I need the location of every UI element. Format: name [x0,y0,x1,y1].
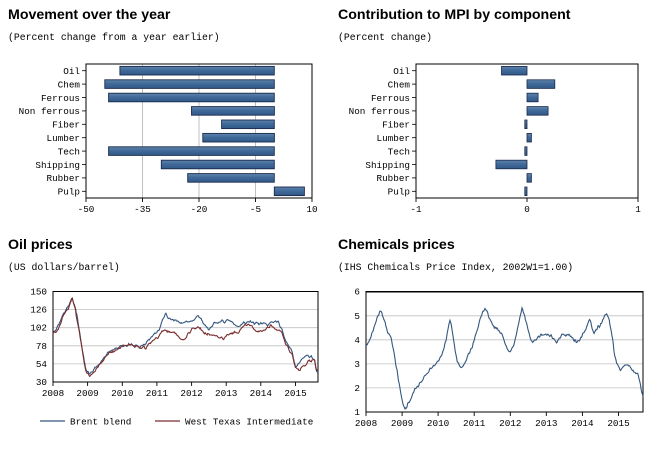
svg-text:2008: 2008 [355,418,377,429]
svg-text:-1: -1 [410,204,422,215]
svg-text:Pulp: Pulp [58,187,80,198]
svg-text:10: 10 [306,204,317,215]
svg-text:Brent blend: Brent blend [70,416,131,427]
svg-text:2014: 2014 [250,388,273,399]
svg-text:2011: 2011 [146,388,169,399]
svg-text:Shipping: Shipping [365,160,410,171]
svg-text:2012: 2012 [180,388,202,399]
svg-text:1: 1 [635,204,641,215]
svg-text:30: 30 [36,377,47,388]
svg-text:2010: 2010 [111,388,133,399]
svg-text:Non ferrous: Non ferrous [19,106,80,117]
svg-text:2015: 2015 [284,388,306,399]
svg-text:2013: 2013 [215,388,237,399]
svg-text:2012: 2012 [499,418,521,429]
svg-text:-20: -20 [191,204,208,215]
svg-text:Fiber: Fiber [382,120,410,131]
svg-text:2008: 2008 [42,388,64,399]
svg-text:2011: 2011 [463,418,486,429]
svg-text:Rubber: Rubber [377,173,410,184]
svg-text:5: 5 [354,311,360,322]
svg-text:Non ferrous: Non ferrous [349,106,410,117]
svg-text:Ferrous: Ferrous [371,93,410,104]
svg-text:Chem: Chem [388,79,411,90]
svg-text:Oil: Oil [63,66,80,77]
svg-text:-35: -35 [134,204,151,215]
svg-text:Tech: Tech [58,146,80,157]
svg-text:6: 6 [354,287,360,298]
svg-text:Lumber: Lumber [377,133,410,144]
svg-text:102: 102 [30,323,47,334]
svg-text:78: 78 [36,341,47,352]
svg-text:Ferrous: Ferrous [41,93,80,104]
svg-text:2: 2 [354,383,360,394]
svg-text:2009: 2009 [391,418,413,429]
svg-text:Rubber: Rubber [47,173,80,184]
svg-text:2013: 2013 [535,418,557,429]
svg-text:126: 126 [30,305,47,316]
svg-text:-5: -5 [250,204,261,215]
svg-text:3: 3 [354,359,360,370]
svg-text:Lumber: Lumber [47,133,80,144]
svg-text:Shipping: Shipping [35,160,80,171]
svg-text:Chem: Chem [58,79,81,90]
svg-text:4: 4 [354,335,360,346]
svg-text:2014: 2014 [571,418,594,429]
svg-text:150: 150 [30,287,47,298]
svg-text:2015: 2015 [607,418,629,429]
svg-text:54: 54 [36,359,48,370]
svg-text:Pulp: Pulp [388,187,410,198]
svg-text:1: 1 [354,407,360,418]
svg-text:0: 0 [524,204,530,215]
svg-text:Tech: Tech [388,146,410,157]
svg-text:Fiber: Fiber [52,120,80,131]
svg-text:Oil: Oil [393,66,410,77]
svg-text:-50: -50 [78,204,95,215]
svg-text:2010: 2010 [427,418,449,429]
svg-text:2009: 2009 [76,388,98,399]
svg-text:West Texas Intermediate: West Texas Intermediate [185,416,313,427]
